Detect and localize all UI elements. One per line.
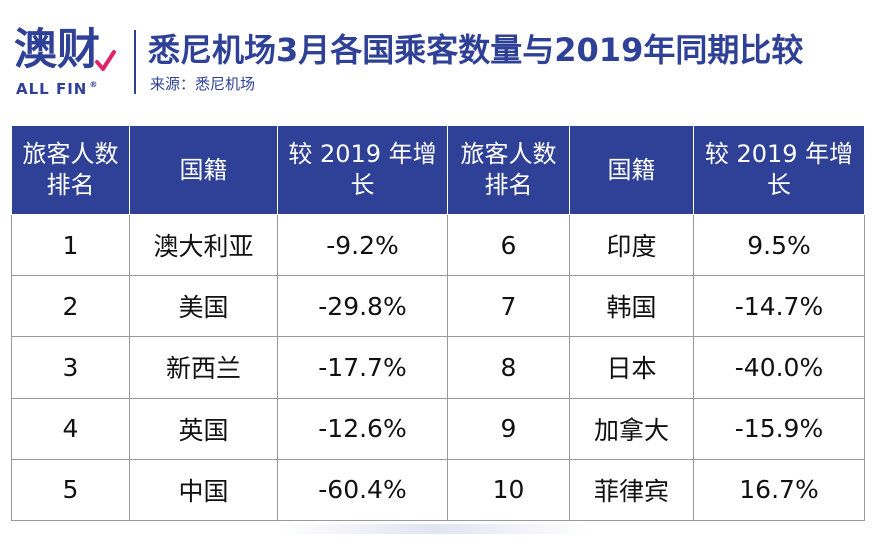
growth-cell: -29.8% [277,275,448,338]
table-row: 5 中国 -60.4% 10 菲律宾 16.7% [11,458,865,522]
bottom-fade [280,524,590,534]
logo-text: 澳财 [14,25,100,75]
rank-cell: 1 [11,213,130,277]
country-cell: 印度 [569,213,694,277]
table-header-row: 旅客人数排名 国籍较 2019 年增长 旅客人数排名 国籍较 2019 年增长 [11,125,865,215]
rank-cell: 8 [447,336,570,399]
table-row: 2 美国 -29.8% 7 韩国 -14.7% [11,275,865,338]
growth-cell: -60.4% [277,458,448,522]
growth-cell: -40.0% [693,336,865,399]
rank-cell: 3 [11,336,130,399]
growth-cell: -12.6% [277,397,448,460]
growth-cell: 9.5% [693,213,865,277]
table-row: 1 澳大利亚 -9.2% 6 印度 9.5% [11,213,865,277]
growth-cell: -14.7% [693,275,865,338]
growth-cell: 16.7% [693,458,865,522]
header: 澳财 ALL FIN ® 悉尼机场3月各国乘客数量与2019年同期比较 来源：悉尼… [14,20,864,108]
rank-cell: 7 [447,275,570,338]
registered-mark: ® [89,80,99,89]
table-row: 4 英国 -12.6% 9 加拿大 -15.9% [11,397,865,460]
growth-cell: -15.9% [693,397,865,460]
column-header: 旅客人数排名 [11,125,130,215]
comparison-table: 旅客人数排名 国籍较 2019 年增长 旅客人数排名 国籍较 2019 年增长 1 澳大… [11,125,865,522]
column-header: 较 2019 年增长 [277,125,448,215]
country-cell: 韩国 [569,275,694,338]
country-cell: 新西兰 [129,336,278,399]
logo-subtext-label: ALL FIN [16,80,88,98]
source-note: 来源：悉尼机场 [150,75,256,93]
rank-cell: 5 [11,458,130,522]
country-cell: 菲律宾 [569,458,694,522]
table-row: 3 新西兰 -17.7% 8 日本 -40.0% [11,336,865,399]
column-header: 旅客人数排名 [447,125,570,215]
brand-logo: 澳财 ALL FIN ® [14,26,126,106]
table-body: 1 澳大利亚 -9.2% 6 印度 9.5% 2 美国 -29.8% 7 韩国 -14.7% 3 新西兰 -… [11,213,865,522]
rank-cell: 2 [11,275,130,338]
country-cell: 美国 [129,275,278,338]
country-cell: 日本 [569,336,694,399]
column-header: 国籍 [129,125,278,215]
logo-subtext: ALL FIN ® [16,80,98,98]
header-divider [134,30,136,94]
country-cell: 英国 [129,397,278,460]
column-header: 较 2019 年增长 [693,125,865,215]
page-title: 悉尼机场3月各国乘客数量与2019年同期比较 [148,31,804,69]
checkmark-icon [95,50,116,71]
country-cell: 澳大利亚 [129,213,278,277]
rank-cell: 9 [447,397,570,460]
country-cell: 中国 [129,458,278,522]
growth-cell: -17.7% [277,336,448,399]
country-cell: 加拿大 [569,397,694,460]
rank-cell: 10 [447,458,570,522]
rank-cell: 6 [447,213,570,277]
column-header: 国籍 [569,125,694,215]
rank-cell: 4 [11,397,130,460]
growth-cell: -9.2% [277,213,448,277]
